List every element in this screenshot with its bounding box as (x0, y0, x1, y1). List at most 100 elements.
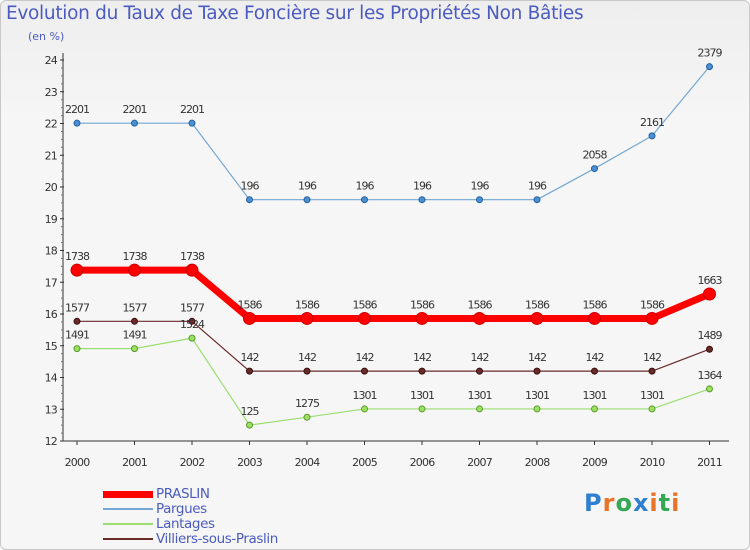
data-label-praslin: 1738 (65, 250, 90, 263)
data-point-pargues (73, 119, 81, 127)
data-label-praslin: 1586 (583, 298, 608, 311)
data-point-villiers-sous-praslin (361, 367, 368, 375)
x-tick-label: 2003 (237, 456, 263, 469)
proxiti-logo: Proxiti (584, 489, 680, 517)
data-label-lantages: 1491 (65, 329, 89, 342)
data-label-lantages: 1301 (468, 389, 492, 402)
data-label-villiers-sous-praslin: 1489 (698, 329, 723, 342)
logo-letter: x (632, 489, 650, 517)
data-point-lantages (73, 345, 81, 353)
data-point-pargues (418, 196, 426, 204)
series-line-lantages (76, 337, 711, 426)
series-villiers-sous-praslin: 1577 1577 1577 142 142 142 142 142 142 142 142 1489 (65, 301, 723, 375)
data-label-lantages: 1524 (180, 318, 205, 331)
data-point-pargues (303, 196, 311, 204)
series-lantages: 1491 1491 1524 125 1275 1301 1301 1301 1301 1301 1… (65, 318, 723, 429)
data-label-praslin: 1738 (123, 250, 148, 263)
data-point-lantages (648, 405, 656, 413)
data-point-praslin (703, 287, 716, 301)
chart-title: Evolution du Taux de Taxe Foncière sur l… (6, 3, 584, 24)
data-point-praslin (358, 311, 371, 325)
data-label-praslin: 1663 (698, 274, 723, 287)
data-point-lantages (131, 345, 138, 353)
data-label-lantages: 1301 (353, 389, 377, 402)
data-label-praslin: 1738 (180, 250, 205, 263)
data-point-lantages (188, 334, 196, 342)
data-point-pargues (591, 165, 598, 173)
y-tick-label: 16 (45, 308, 58, 321)
data-point-lantages (591, 405, 598, 413)
data-point-pargues (131, 119, 138, 127)
x-tick-label: 2010 (640, 456, 666, 469)
data-point-villiers-sous-praslin (418, 367, 426, 375)
data-label-praslin: 1586 (525, 298, 550, 311)
data-label-pargues: 2201 (180, 103, 204, 116)
data-point-praslin (185, 263, 199, 277)
data-label-praslin: 1586 (353, 298, 378, 311)
legend-label: Lantages (156, 516, 215, 532)
x-tick-label: 2008 (525, 456, 551, 469)
data-label-pargues: 196 (413, 180, 432, 193)
data-label-praslin: 1586 (295, 298, 320, 311)
series-line-villiers-sous-praslin (76, 320, 711, 372)
y-tick-label: 22 (45, 118, 57, 131)
data-point-lantages (706, 385, 713, 393)
data-label-villiers-sous-praslin: 142 (298, 351, 316, 364)
data-point-lantages (361, 405, 368, 413)
legend-swatch (103, 491, 153, 498)
data-label-lantages: 1301 (525, 389, 549, 402)
data-point-villiers-sous-praslin (591, 367, 598, 375)
data-point-praslin (530, 311, 544, 325)
logo-letter: P (584, 489, 603, 517)
x-tick-label: 2006 (410, 456, 436, 469)
line-chart-plot: 12 13 14 15 16 17 18 19 20 21 22 23 24 2000 2001 2002 20… (45, 47, 729, 469)
legend-label: PRASLIN (156, 486, 210, 502)
data-point-villiers-sous-praslin (131, 317, 138, 325)
data-label-lantages: 1301 (583, 389, 607, 402)
legend-swatch (103, 508, 153, 510)
data-label-praslin: 1586 (410, 298, 435, 311)
data-label-pargues: 196 (241, 180, 260, 193)
data-label-pargues: 2201 (123, 103, 147, 116)
data-label-pargues: 2201 (65, 103, 89, 116)
data-point-villiers-sous-praslin (476, 367, 483, 375)
series-line-pargues (76, 66, 711, 201)
data-label-praslin: 1586 (468, 298, 493, 311)
data-point-lantages (246, 421, 253, 429)
y-tick-label: 18 (45, 245, 58, 258)
data-label-villiers-sous-praslin: 1577 (65, 301, 90, 314)
y-tick-label: 17 (45, 276, 58, 289)
data-label-lantages: 125 (241, 405, 260, 418)
data-point-praslin (415, 311, 429, 325)
data-label-praslin: 1586 (238, 298, 263, 311)
data-point-villiers-sous-praslin (533, 367, 541, 375)
y-tick-label: 24 (45, 54, 58, 67)
data-point-lantages (533, 405, 541, 413)
data-label-villiers-sous-praslin: 142 (643, 351, 661, 364)
data-label-pargues: 196 (356, 180, 375, 193)
data-point-pargues (648, 132, 656, 140)
data-label-pargues: 196 (298, 180, 317, 193)
data-point-pargues (706, 63, 713, 71)
data-label-villiers-sous-praslin: 142 (471, 351, 489, 364)
y-tick-label: 13 (45, 403, 58, 416)
y-tick-label: 14 (45, 372, 58, 385)
x-tick-label: 2005 (352, 456, 378, 469)
logo-letter: r (602, 489, 616, 517)
series-pargues: 2201 2201 2201 196 196 196 196 196 196 2058 2161 23… (65, 47, 723, 204)
data-label-villiers-sous-praslin: 142 (356, 351, 374, 364)
data-label-lantages: 1301 (410, 389, 434, 402)
data-label-villiers-sous-praslin: 142 (586, 351, 604, 364)
data-point-praslin (300, 311, 314, 325)
logo-letter: i (649, 489, 659, 517)
data-point-pargues (533, 196, 541, 204)
x-tick-label: 2007 (467, 456, 493, 469)
data-point-lantages (303, 413, 311, 421)
series-line-praslin (73, 266, 713, 322)
y-tick-label: 20 (45, 181, 58, 194)
x-tick-label: 2004 (295, 456, 321, 469)
data-label-villiers-sous-praslin: 142 (528, 351, 546, 364)
logo-letter: t (658, 489, 672, 517)
data-label-praslin: 1586 (640, 298, 665, 311)
